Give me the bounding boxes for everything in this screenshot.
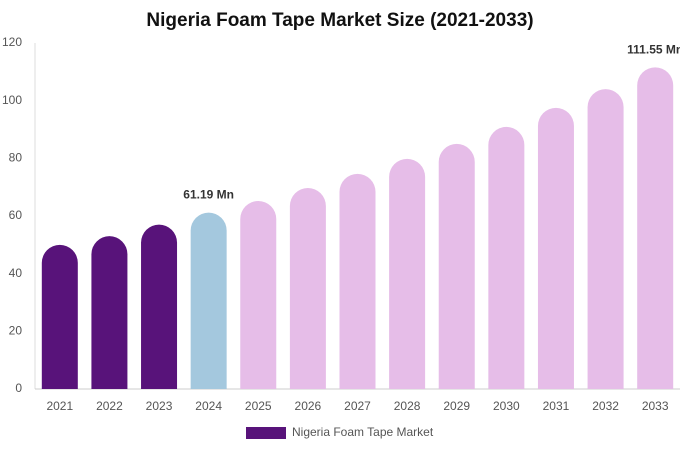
y-tick-label: 80 [9,151,23,165]
bar [488,126,525,389]
y-tick-label: 100 [2,93,22,107]
x-tick-label: 2029 [443,399,470,413]
legend-swatch [246,427,286,439]
bar [389,158,426,389]
x-tick-label: 2023 [146,399,173,413]
x-tick-label: 2022 [96,399,123,413]
bar [190,212,227,389]
x-tick-label: 2032 [592,399,619,413]
x-tick-label: 2026 [295,399,322,413]
y-tick-label: 0 [15,381,22,395]
x-tick-label: 2024 [195,399,222,413]
bar [587,89,624,389]
value-label: 111.55 Mn [627,43,680,57]
bar [41,244,78,389]
x-tick-label: 2021 [46,399,73,413]
x-tick-label: 2027 [344,399,371,413]
bar [438,143,475,389]
x-tick-label: 2028 [394,399,421,413]
bar [289,188,326,389]
x-tick-label: 2031 [543,399,570,413]
legend-label: Nigeria Foam Tape Market [292,425,434,439]
x-tick-label: 2025 [245,399,272,413]
bar [91,236,128,389]
y-tick-label: 40 [9,266,23,280]
bar [339,173,376,389]
value-label: 61.19 Mn [183,188,234,202]
bar [141,224,178,389]
bar [637,67,674,389]
y-tick-label: 20 [9,324,23,338]
bar [240,201,277,389]
chart-title: Nigeria Foam Tape Market Size (2021-2033… [146,10,533,31]
bar [537,107,574,390]
y-tick-label: 60 [9,208,23,222]
x-tick-label: 2033 [642,399,669,413]
y-tick-label: 120 [2,35,22,49]
x-tick-label: 2030 [493,399,520,413]
